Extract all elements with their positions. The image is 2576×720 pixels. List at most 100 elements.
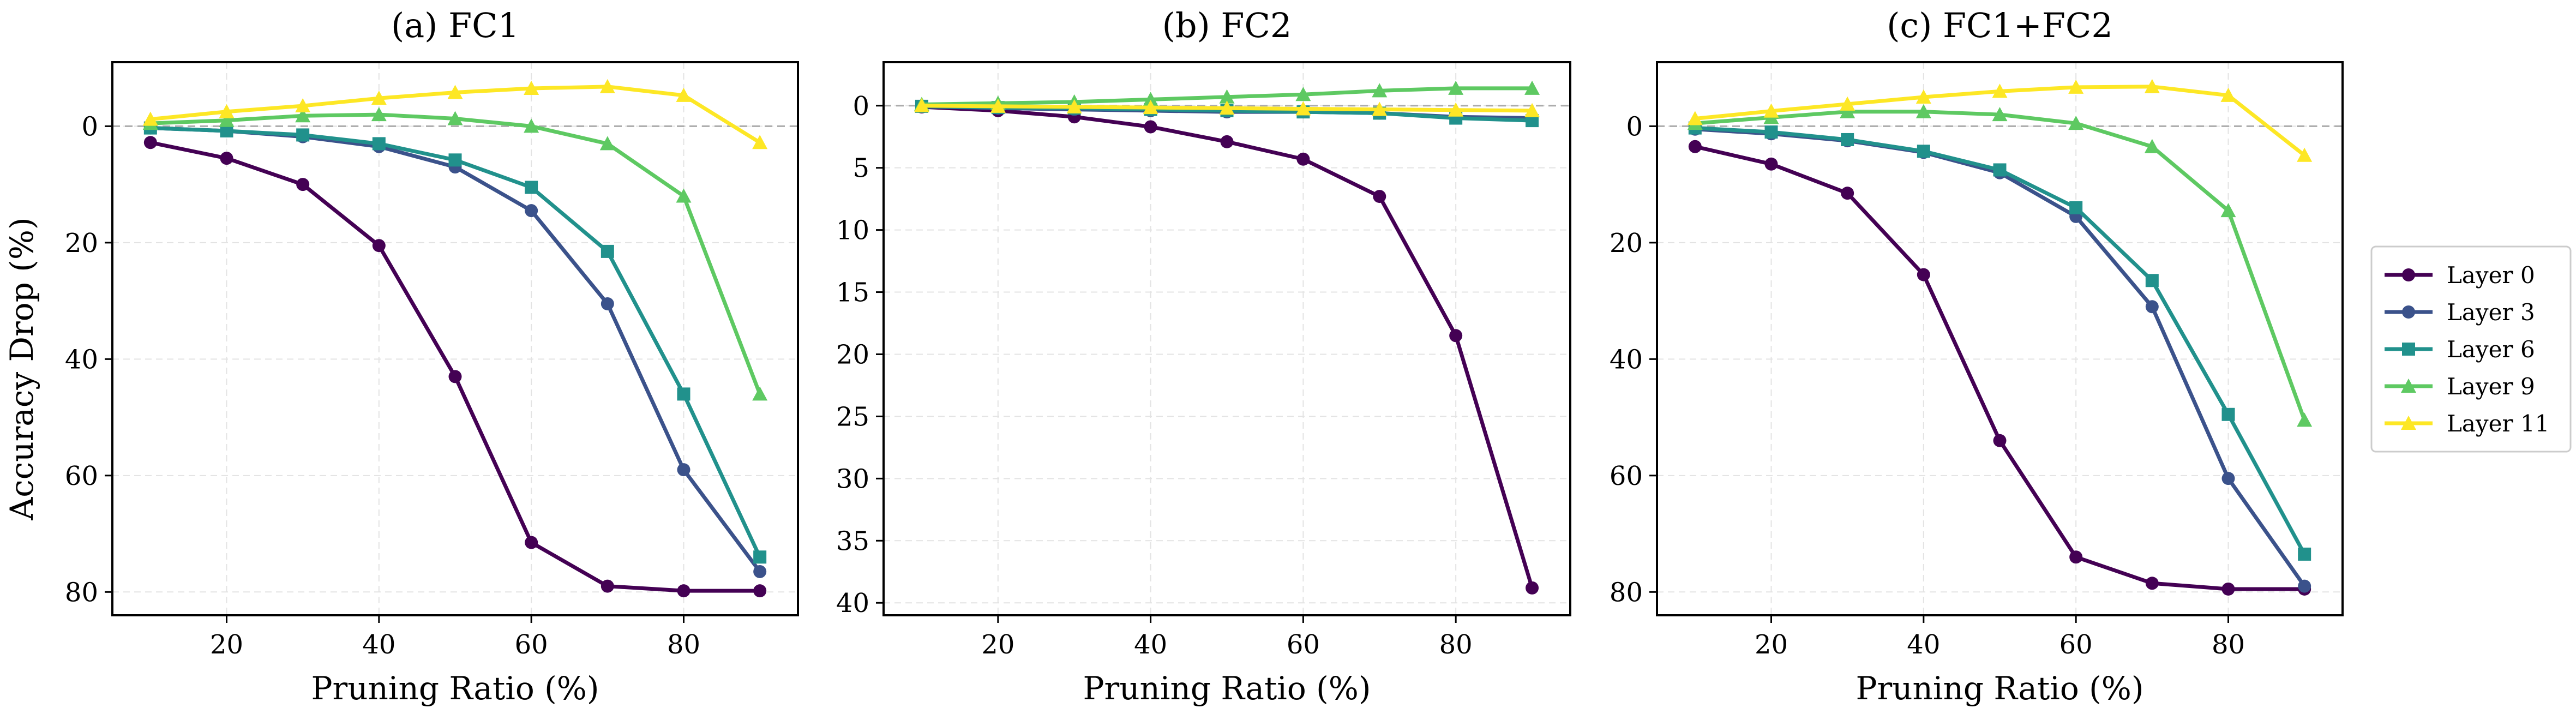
- y-tick-label: 15: [836, 278, 869, 308]
- legend-label: Layer 3: [2447, 299, 2535, 326]
- data-point: [1763, 103, 1779, 118]
- data-point: [1373, 190, 1386, 203]
- data-point: [1993, 434, 2007, 447]
- x-tick-label: 40: [1907, 629, 1940, 660]
- data-point: [601, 579, 614, 593]
- legend-marker: [2401, 379, 2416, 393]
- data-point: [2220, 203, 2236, 218]
- data-point: [1448, 80, 1464, 95]
- data-point: [295, 108, 311, 123]
- y-tick-label: 20: [836, 339, 869, 370]
- x-tick-label: 20: [1755, 629, 1788, 660]
- data-point: [677, 584, 690, 598]
- data-point: [1295, 101, 1311, 116]
- x-tick-label: 80: [2212, 629, 2245, 660]
- data-point: [1219, 100, 1235, 115]
- legend-label: Layer 11: [2447, 410, 2549, 437]
- data-point: [2068, 79, 2084, 94]
- y-tick-label: 60: [65, 461, 98, 491]
- data-point: [371, 91, 387, 105]
- y-tick-label: 20: [65, 228, 98, 259]
- series-layer-11: [914, 98, 1540, 117]
- data-point: [599, 136, 615, 151]
- series-layer-11: [1687, 79, 2313, 162]
- data-point: [524, 81, 539, 95]
- data-point: [1524, 80, 1540, 95]
- legend-marker: [2402, 343, 2415, 356]
- data-point: [372, 239, 386, 253]
- legend-box: [2370, 245, 2572, 453]
- y-tick-label: 40: [1610, 344, 1643, 375]
- data-point: [990, 98, 1006, 113]
- legend: Layer 0 Layer 3 Layer 6 Layer 9 Layer 11: [2370, 245, 2572, 453]
- data-point: [219, 112, 235, 127]
- data-point: [1916, 104, 1931, 118]
- data-point: [524, 118, 539, 133]
- x-tick-label: 40: [1134, 629, 1167, 660]
- legend-marker: [2402, 305, 2415, 319]
- data-point: [601, 244, 614, 258]
- legend-item: Layer 0: [2385, 262, 2535, 289]
- data-point: [1840, 96, 1856, 111]
- series-layer-11: [142, 79, 768, 149]
- data-point: [1841, 187, 1854, 200]
- data-point: [2298, 547, 2311, 561]
- data-point: [1295, 87, 1311, 101]
- series-layer-9: [142, 107, 768, 401]
- data-point: [676, 87, 692, 102]
- data-point: [143, 136, 157, 149]
- data-point: [219, 104, 235, 118]
- x-tick-label: 80: [1439, 629, 1473, 660]
- data-point: [1526, 581, 1539, 595]
- data-point: [2145, 577, 2159, 590]
- y-tick-label: 0: [1626, 111, 1643, 142]
- data-point: [1449, 329, 1463, 343]
- legend-marker: [2402, 268, 2415, 281]
- panel-0: 20 40 60 80 0 20 40 60 80 (a) FC1 Pruning Ratio (%…: [65, 5, 799, 707]
- y-tick-label: 40: [65, 344, 98, 375]
- data-point: [296, 128, 310, 142]
- data-point: [296, 178, 310, 191]
- data-point: [2069, 201, 2083, 214]
- panels: 20 40 60 80 0 20 40 60 80 (a) FC1 Pruning Ratio (%…: [65, 5, 2344, 707]
- data-point: [753, 565, 767, 578]
- y-tick-label: 5: [852, 153, 869, 184]
- data-point: [448, 370, 462, 383]
- x-tick-label: 40: [362, 629, 395, 660]
- data-point: [1688, 140, 1702, 153]
- y-tick-label: 40: [836, 588, 869, 619]
- x-tick-label: 60: [2059, 629, 2093, 660]
- y-tick-label: 25: [836, 401, 869, 432]
- data-point: [2144, 139, 2160, 153]
- data-point: [676, 188, 692, 203]
- y-tick-label: 60: [1610, 461, 1643, 491]
- data-point: [1992, 83, 2008, 98]
- x-axis-label: Pruning Ratio (%): [1083, 670, 1371, 707]
- y-tick-label: 0: [81, 111, 98, 142]
- y-tick-label: 80: [1610, 577, 1643, 608]
- data-point: [2298, 579, 2311, 593]
- data-point: [1372, 101, 1388, 116]
- data-point: [525, 536, 538, 549]
- legend-item: Layer 6: [2385, 336, 2535, 363]
- data-point: [1687, 111, 1703, 125]
- data-point: [1144, 120, 1157, 134]
- data-point: [677, 387, 690, 401]
- data-point: [1764, 125, 1778, 139]
- data-point: [220, 152, 233, 165]
- data-point: [601, 297, 614, 310]
- data-point: [677, 463, 690, 477]
- data-point: [1220, 135, 1234, 148]
- data-point: [2220, 87, 2236, 102]
- data-point: [2145, 300, 2159, 314]
- panel-title: (b) FC2: [1162, 5, 1292, 45]
- legend-label: Layer 9: [2447, 373, 2535, 400]
- legend-item: Layer 11: [2385, 410, 2549, 437]
- legend-label: Layer 6: [2447, 336, 2535, 363]
- data-point: [752, 135, 768, 149]
- data-point: [1372, 83, 1388, 98]
- data-point: [372, 137, 386, 151]
- data-point: [753, 550, 767, 564]
- plot-frame: [1656, 61, 2344, 616]
